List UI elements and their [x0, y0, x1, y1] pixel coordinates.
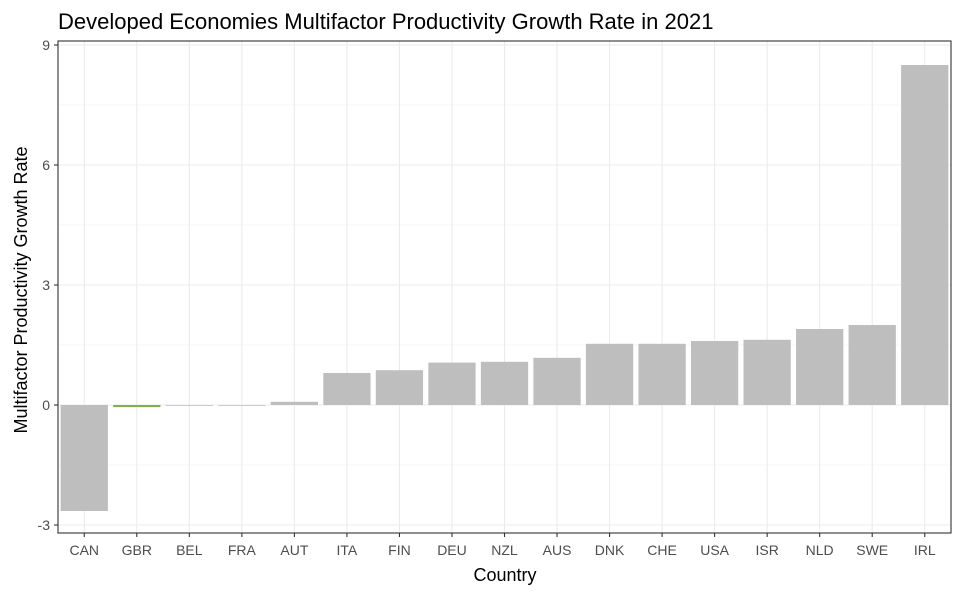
x-tick-label-ita: ITA — [337, 542, 358, 558]
bar-aus — [533, 357, 581, 405]
x-tick-label-dnk: DNK — [595, 542, 625, 558]
x-tick-label-gbr: GBR — [122, 542, 152, 558]
bar-fra — [218, 405, 266, 406]
x-tick-label-isr: ISR — [755, 542, 778, 558]
bar-usa — [690, 341, 739, 405]
x-axis-title: Country — [473, 565, 536, 585]
bar-isr — [743, 339, 791, 405]
x-tick-label-nzl: NZL — [491, 542, 518, 558]
y-tick-label: 9 — [42, 37, 50, 53]
chart-title: Developed Economies Multifactor Producti… — [58, 9, 713, 34]
bars — [60, 65, 949, 511]
y-tick-label: 6 — [42, 157, 50, 173]
x-tick-label-nld: NLD — [806, 542, 834, 558]
x-axis: CAN GBR BEL FRA AUT ITA FIN DEU NZL AUS DNK CHE USA I… — [69, 533, 936, 558]
x-tick-label-can: CAN — [69, 542, 99, 558]
bar-dnk — [585, 343, 634, 405]
bar-ita — [323, 373, 371, 405]
y-tick-label: 0 — [42, 397, 50, 413]
bar-aut — [270, 401, 319, 405]
y-axis: -3 0 3 6 9 — [38, 37, 58, 533]
x-tick-label-fra: FRA — [228, 542, 257, 558]
gridlines — [58, 41, 951, 533]
x-tick-label-irl: IRL — [914, 542, 936, 558]
x-tick-label-aut: AUT — [280, 542, 308, 558]
x-tick-label-usa: USA — [700, 542, 729, 558]
y-tick-label: -3 — [38, 517, 51, 533]
bar-fin — [375, 370, 424, 405]
bar-deu — [428, 362, 476, 405]
bar-nld — [796, 329, 844, 405]
x-tick-label-swe: SWE — [856, 542, 888, 558]
x-tick-label-bel: BEL — [176, 542, 203, 558]
bar-swe — [848, 325, 896, 405]
x-tick-label-deu: DEU — [437, 542, 467, 558]
bar-gbr — [113, 405, 161, 407]
y-tick-label: 3 — [42, 277, 50, 293]
bar-bel — [165, 405, 213, 406]
bar-nzl — [480, 361, 529, 405]
x-tick-label-aus: AUS — [543, 542, 572, 558]
bar-irl — [901, 65, 949, 405]
x-tick-label-che: CHE — [647, 542, 677, 558]
bar-can — [60, 405, 108, 511]
bar-che — [638, 343, 686, 405]
x-tick-label-fin: FIN — [388, 542, 411, 558]
y-axis-title: Multifactor Productivity Growth Rate — [11, 146, 31, 433]
